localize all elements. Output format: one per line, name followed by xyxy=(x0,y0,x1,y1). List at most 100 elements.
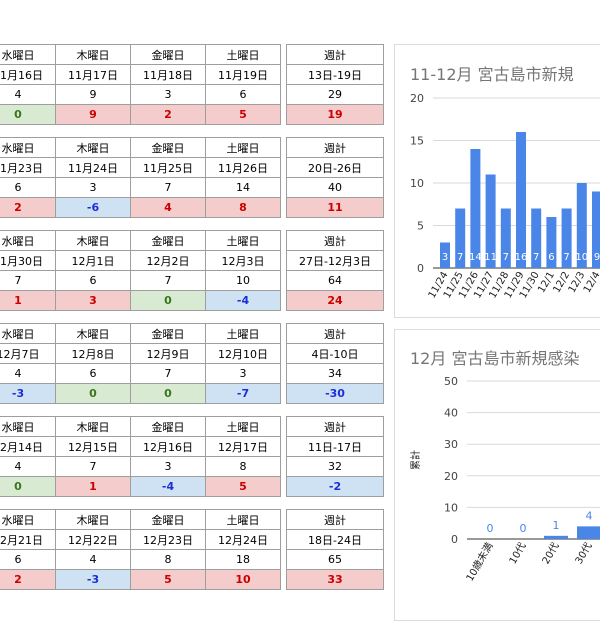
weekly-header: 週計 xyxy=(286,509,384,530)
weekday-header: 木曜日 xyxy=(55,230,131,251)
date-row: 12月14日12月15日12月16日12月17日 xyxy=(0,436,281,457)
date-cell: 12月2日 xyxy=(130,250,206,271)
count-cell: 14 xyxy=(205,177,281,198)
bar xyxy=(531,208,542,268)
count-row: 7 6 7 10 xyxy=(0,270,281,291)
week-block: 水曜日木曜日金曜日土曜日11月30日12月1日12月2日12月3日7671013… xyxy=(0,230,386,317)
diff-cell: 5 xyxy=(205,104,281,125)
weekday-header: 土曜日 xyxy=(205,44,281,65)
y-tick-label: 10 xyxy=(410,177,424,190)
data-label: 9 xyxy=(594,252,600,263)
weekly-total-table: 週計 13日-19日 29 19 xyxy=(286,44,384,125)
diff-cell: -6 xyxy=(55,197,131,218)
date-cell: 12月21日 xyxy=(0,529,56,550)
weekday-header: 土曜日 xyxy=(205,323,281,344)
weekly-range: 18日-24日 xyxy=(286,529,384,550)
weekly-diff: 11 xyxy=(286,197,384,218)
weekly-total-table: 週計 27日-12月3日 64 24 xyxy=(286,230,384,311)
daily-chart-title: 11-12月 宮古島市新規 xyxy=(410,65,574,84)
x-tick-label: 20代 xyxy=(540,541,562,567)
weekday-header: 水曜日 xyxy=(0,137,56,158)
data-label: 14 xyxy=(469,252,482,263)
weekday-header: 水曜日 木曜日 金曜日 土曜日 xyxy=(0,137,281,158)
date-cell: 12月16日 xyxy=(130,436,206,457)
date-row: 11月30日12月1日12月2日12月3日 xyxy=(0,250,281,271)
diff-cell: 0 xyxy=(130,290,206,311)
weekday-header: 木曜日 xyxy=(55,323,131,344)
weekday-header: 木曜日 xyxy=(55,416,131,437)
weekday-header: 水曜日 木曜日 金曜日 土曜日 xyxy=(0,323,281,344)
diff-cell: 0 xyxy=(130,383,206,404)
count-cell: 7 xyxy=(0,270,56,291)
count-cell: 4 xyxy=(0,84,56,105)
bar xyxy=(500,208,511,268)
count-cell: 18 xyxy=(205,549,281,570)
y-tick-label: 20 xyxy=(410,92,424,105)
data-label: 3 xyxy=(442,252,448,263)
weekly-header: 週計 xyxy=(286,416,384,437)
weekday-header: 金曜日 xyxy=(130,323,206,344)
weekday-header: 土曜日 xyxy=(205,230,281,251)
date-row: 11月16日11月17日11月18日11月19日 xyxy=(0,64,281,85)
weekly-header: 週計 xyxy=(286,323,384,344)
week-block: 水曜日木曜日金曜日土曜日11月23日11月24日11月25日11月26日6371… xyxy=(0,137,386,224)
week-block: 水曜日木曜日金曜日土曜日12月14日12月15日12月16日12月17日4738… xyxy=(0,416,386,503)
bar xyxy=(577,526,600,539)
bar xyxy=(470,149,481,268)
weekly-diff: -2 xyxy=(286,476,384,497)
y-tick-label: 5 xyxy=(417,220,424,233)
bar xyxy=(592,191,600,268)
x-tick-label: 12/4 xyxy=(582,270,600,295)
x-tick-label: 10歳未満 xyxy=(464,541,496,584)
weekly-range: 27日-12月3日 xyxy=(286,250,384,271)
diff-row: 2 -3 5 10 xyxy=(0,569,281,590)
weekly-range: 4日-10日 xyxy=(286,343,384,364)
diff-cell: 1 xyxy=(55,476,131,497)
count-cell: 6 xyxy=(55,363,131,384)
weekday-header: 水曜日 xyxy=(0,509,56,530)
data-label: 6 xyxy=(548,252,554,263)
y-tick-label: 50 xyxy=(444,375,458,388)
count-cell: 8 xyxy=(130,549,206,570)
y-tick-label: 30 xyxy=(444,438,458,451)
date-row: 11月23日11月24日11月25日11月26日 xyxy=(0,157,281,178)
weekly-diff: 33 xyxy=(286,569,384,590)
daily-table: 水曜日木曜日金曜日土曜日12月21日12月22日12月23日12月24日6481… xyxy=(0,509,281,590)
weekly-range: 20日-26日 xyxy=(286,157,384,178)
date-cell: 11月25日 xyxy=(130,157,206,178)
diff-cell: 3 xyxy=(55,290,131,311)
count-cell: 10 xyxy=(205,270,281,291)
date-cell: 12月1日 xyxy=(55,250,131,271)
daily-table: 水曜日木曜日金曜日土曜日11月30日12月1日12月2日12月3日7671013… xyxy=(0,230,281,311)
count-cell: 7 xyxy=(130,177,206,198)
weekday-header: 土曜日 xyxy=(205,137,281,158)
weekday-header: 木曜日 xyxy=(55,509,131,530)
diff-cell: 0 xyxy=(55,383,131,404)
daily-table: 水曜日木曜日金曜日土曜日11月23日11月24日11月25日11月26日6371… xyxy=(0,137,281,218)
diff-cell: 5 xyxy=(205,476,281,497)
bar xyxy=(516,132,526,268)
count-cell: 4 xyxy=(0,363,56,384)
date-cell: 11月30日 xyxy=(0,250,56,271)
data-label: 16 xyxy=(515,252,528,263)
weekly-total: 64 xyxy=(286,270,384,291)
weekday-header: 水曜日 xyxy=(0,416,56,437)
weekday-header: 水曜日 xyxy=(0,323,56,344)
bar xyxy=(576,183,587,268)
y-tick-label: 0 xyxy=(417,262,424,275)
date-cell: 11月17日 xyxy=(55,64,131,85)
weekly-diff: 19 xyxy=(286,104,384,125)
count-cell: 6 xyxy=(55,270,131,291)
y-tick-label: 20 xyxy=(444,470,458,483)
date-cell: 11月18日 xyxy=(130,64,206,85)
daily-table: 水曜日木曜日金曜日土曜日12月14日12月15日12月16日12月17日4738… xyxy=(0,416,281,497)
diff-cell: 10 xyxy=(205,569,281,590)
count-row: 6 3 7 14 xyxy=(0,177,281,198)
x-tick-label: 30代 xyxy=(573,541,595,567)
date-cell: 12月14日 xyxy=(0,436,56,457)
date-cell: 12月9日 xyxy=(130,343,206,364)
data-label: 0 xyxy=(487,522,494,535)
weekday-header: 金曜日 xyxy=(130,137,206,158)
age-group-chart: 0 10 20 30 40 50 累計 0 10歳未満 0 10代 1 20代 4 30代 xyxy=(409,375,600,584)
